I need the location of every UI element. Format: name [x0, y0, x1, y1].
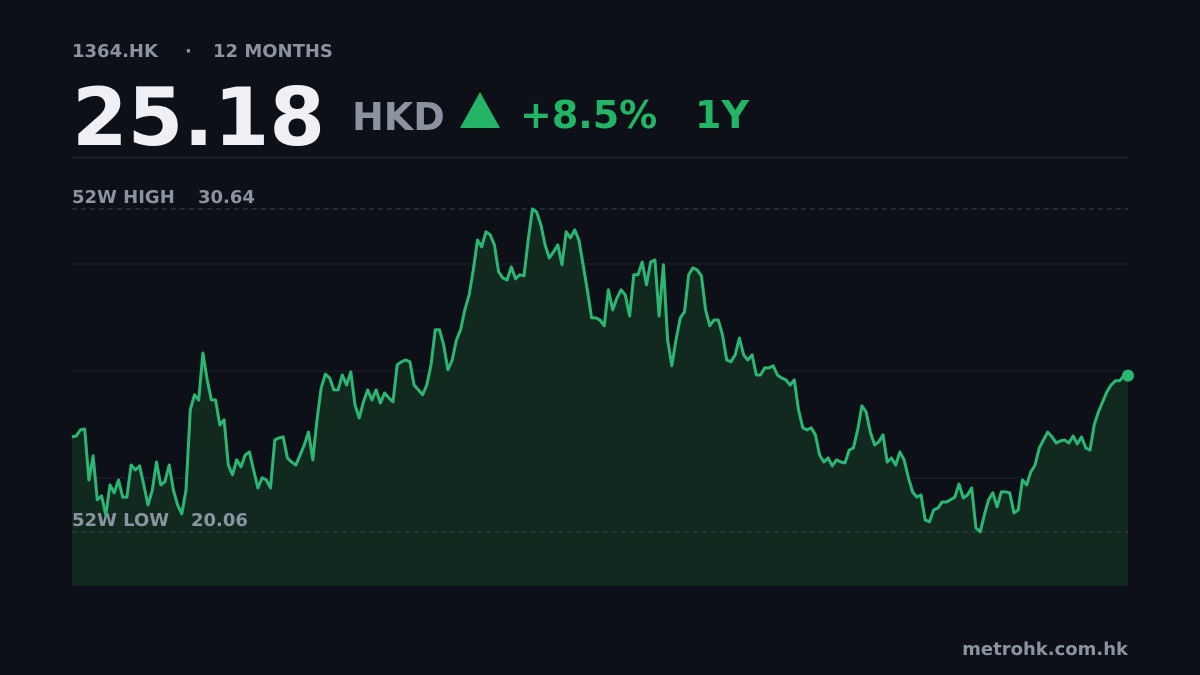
- period: 12 MONTHS: [213, 41, 333, 62]
- high-value: 30.64: [198, 187, 255, 208]
- range: 1Y: [695, 93, 749, 137]
- last-point: [1122, 369, 1134, 382]
- price-line: [71, 207, 1129, 534]
- plot: 52W HIGH 30.64 52W LOW 20.06: [71, 187, 1134, 586]
- up-arrow: [460, 92, 500, 128]
- source: metrohk.com.hk: [962, 639, 1129, 660]
- change: +8.5%: [520, 93, 657, 137]
- low-label: 52W LOW: [72, 510, 169, 531]
- ticker: 1364.HK: [72, 41, 159, 62]
- separator: ·: [185, 41, 192, 62]
- price: 25.18: [72, 71, 325, 164]
- currency: HKD: [352, 95, 445, 139]
- low-value: 20.06: [191, 510, 248, 531]
- high-label: 52W HIGH: [72, 187, 175, 208]
- area: [72, 208, 1128, 585]
